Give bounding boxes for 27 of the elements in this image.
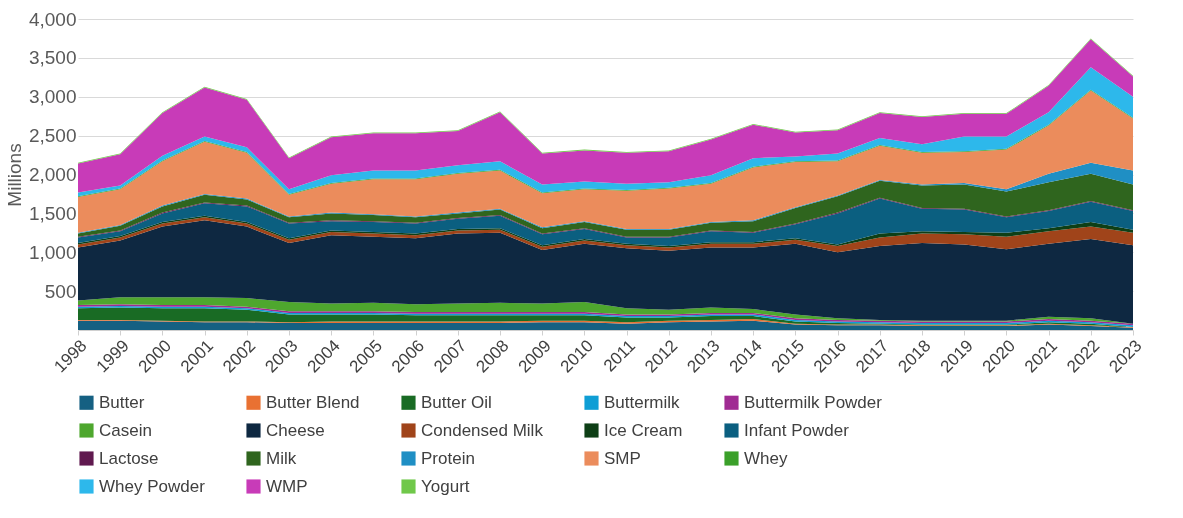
y-tick-label: 1,500 xyxy=(28,202,77,224)
legend-label: SMP xyxy=(604,448,641,468)
legend-label: Milk xyxy=(266,448,297,468)
y-tick-label: 2,000 xyxy=(28,164,77,185)
legend-label: Buttermilk xyxy=(604,392,681,412)
legend-label: Lactose xyxy=(99,448,159,468)
legend-label: Infant Powder xyxy=(744,420,850,440)
y-tick-label: 1,000 xyxy=(28,241,77,263)
legend-label: Butter xyxy=(99,392,145,412)
legend-label: Yogurt xyxy=(421,476,470,496)
legend-label: Buttermilk Powder xyxy=(744,392,883,412)
legend-label: Protein xyxy=(421,448,475,468)
legend-label: Ice Cream xyxy=(604,420,683,440)
legend-label: Whey xyxy=(744,448,788,468)
y-axis-title: Millions xyxy=(3,143,25,207)
legend-label: Cheese xyxy=(266,420,325,440)
y-tick-label: 3,500 xyxy=(28,47,77,69)
legend-label: Butter Oil xyxy=(421,392,492,412)
legend-label: WMP xyxy=(266,476,308,496)
y-tick-label: 4,000 xyxy=(28,8,77,30)
y-tick-label: 2,500 xyxy=(28,125,77,147)
legend-label: Whey Powder xyxy=(99,476,206,496)
y-tick-label: 500 xyxy=(44,280,77,302)
legend-label: Condensed Milk xyxy=(421,420,544,440)
legend-label: Casein xyxy=(99,420,152,440)
legend-label: Butter Blend xyxy=(266,392,360,412)
y-tick-label: 3,000 xyxy=(28,86,77,108)
